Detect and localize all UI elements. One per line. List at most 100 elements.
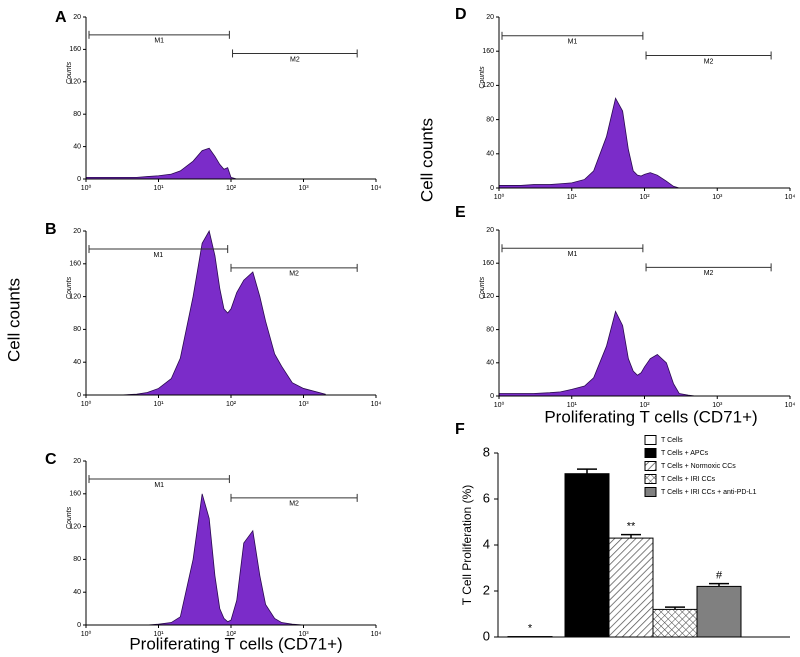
y-tick-label: 120	[482, 82, 494, 89]
y-tick-label: 80	[73, 556, 81, 563]
panel-label: E	[455, 204, 466, 221]
y-tick-label: 160	[482, 260, 494, 267]
outer-y-label: Cell counts	[4, 278, 23, 362]
legend-label: T Cells + IRI CCs	[661, 476, 716, 483]
histogram-area	[86, 493, 326, 626]
y-tick-label: 160	[69, 491, 81, 498]
y-tick-label: 80	[73, 111, 81, 118]
legend-swatch	[644, 487, 657, 497]
histogram-area	[498, 310, 740, 397]
y-tick-label: 120	[69, 523, 81, 530]
gate-label: M2	[289, 271, 299, 278]
x-tick-label: 10²	[226, 631, 237, 638]
y-tick-label: 120	[69, 293, 81, 300]
legend-swatch	[644, 461, 657, 471]
legend-swatch	[644, 448, 657, 458]
panel-label: F	[455, 421, 465, 438]
panel-label: B	[45, 221, 57, 238]
legend-label: T Cells	[661, 437, 683, 444]
x-tick-label: 10¹	[153, 631, 164, 638]
significance-mark: #	[716, 570, 723, 582]
x-tick-label: 10¹	[153, 185, 164, 192]
x-tick-label: 10¹	[153, 401, 164, 408]
y-tick-label: 160	[482, 48, 494, 55]
y-tick-label: 120	[482, 293, 494, 300]
legend-label: T Cells + APCs	[661, 450, 709, 457]
y-tick-label: 40	[486, 151, 494, 158]
significance-mark: **	[627, 521, 636, 533]
y-tick-label: 2	[483, 582, 490, 597]
y-tick-label: 4	[483, 536, 490, 551]
gate-label: M1	[153, 252, 163, 259]
x-tick-label: 10⁴	[371, 185, 382, 192]
x-tick-label: 10²	[226, 185, 237, 192]
panel-label: A	[55, 9, 67, 26]
y-tick-label: 40	[73, 589, 81, 596]
outer-y-label: Cell counts	[417, 118, 436, 202]
histogram-area	[85, 147, 326, 180]
gate-label: M2	[289, 501, 299, 508]
y-axis-label: Counts	[479, 276, 486, 299]
gate-label: M2	[704, 270, 714, 277]
x-tick-label: 10¹	[567, 402, 578, 409]
bar	[652, 608, 698, 638]
gate-label: M1	[154, 38, 164, 45]
panel-label: D	[455, 6, 467, 23]
y-axis-label: T Cell Proliferation (%)	[460, 485, 474, 605]
bar	[507, 636, 553, 638]
y-axis-label: Counts	[479, 66, 486, 89]
x-tick-label: 10³	[298, 401, 309, 408]
x-tick-label: 10³	[712, 194, 723, 201]
x-tick-label: 10⁰	[494, 193, 505, 201]
legend-label: T Cells + Normoxic CCs	[661, 463, 736, 470]
x-tick-label: 10⁰	[81, 184, 92, 192]
x-tick-label: 10¹	[567, 194, 578, 201]
x-tick-label: 10⁰	[494, 401, 505, 409]
y-tick-label: 80	[486, 326, 494, 333]
y-tick-label: 20	[486, 14, 494, 21]
x-tick-label: 10⁴	[371, 631, 382, 638]
x-tick-label: 10⁴	[371, 401, 382, 408]
y-tick-label: 20	[486, 227, 494, 234]
y-tick-label: 40	[73, 359, 81, 366]
y-tick-label: 0	[490, 393, 494, 400]
y-tick-label: 80	[73, 326, 81, 333]
x-tick-label: 10²	[639, 194, 650, 201]
x-tick-label: 10⁰	[81, 630, 92, 638]
y-tick-label: 40	[73, 143, 81, 150]
x-tick-label: 10²	[226, 401, 237, 408]
y-tick-label: 20	[73, 458, 81, 465]
gate-label: M1	[568, 39, 578, 46]
panel-label: C	[45, 451, 57, 468]
gate-label: M2	[704, 58, 714, 65]
y-tick-label: 20	[73, 14, 81, 21]
y-tick-label: 40	[486, 360, 494, 367]
y-axis-label: Counts	[66, 61, 73, 84]
legend-label: T Cells + IRI CCs + anti-PD-L1	[661, 489, 757, 496]
y-tick-label: 160	[69, 261, 81, 268]
legend-swatch	[644, 474, 657, 484]
x-tick-label: 10⁰	[81, 400, 92, 408]
y-tick-label: 120	[69, 79, 81, 86]
bar	[608, 537, 654, 638]
y-tick-label: 20	[73, 228, 81, 235]
significance-mark: *	[528, 622, 533, 634]
y-tick-label: 6	[483, 490, 490, 505]
y-axis-label: Counts	[66, 276, 73, 299]
y-tick-label: 0	[483, 628, 490, 643]
gate-label: M1	[568, 251, 578, 258]
y-tick-label: 0	[77, 622, 81, 629]
bar	[696, 585, 742, 638]
y-tick-label: 80	[486, 116, 494, 123]
y-tick-label: 8	[483, 444, 490, 459]
bar	[564, 473, 610, 638]
y-tick-label: 160	[69, 46, 81, 53]
x-tick-label: 10³	[712, 402, 723, 409]
y-tick-label: 0	[77, 176, 81, 183]
x-tick-label: 10³	[298, 631, 309, 638]
legend-swatch	[644, 435, 657, 445]
y-tick-label: 0	[490, 185, 494, 192]
x-axis-label: Proliferating T cells (CD71+)	[129, 634, 342, 653]
histogram-area	[498, 97, 740, 189]
